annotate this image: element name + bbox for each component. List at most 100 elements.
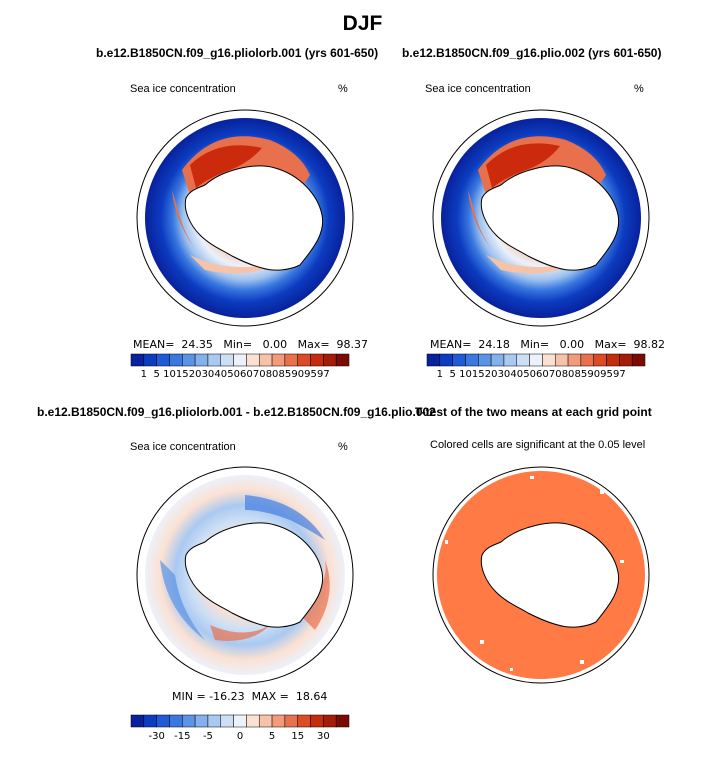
panel4-nonsig-cell bbox=[620, 560, 624, 563]
colorbar-tick-label: 1 bbox=[437, 369, 443, 380]
colorbar-swatch bbox=[593, 353, 607, 367]
colorbar-swatch bbox=[310, 714, 324, 728]
colorbar-tick-label: 40 bbox=[510, 369, 523, 380]
colorbar-swatch bbox=[182, 353, 196, 367]
panel3-negative-anomaly-west bbox=[160, 560, 205, 640]
colorbar-swatch bbox=[542, 353, 556, 367]
colorbar-swatch bbox=[439, 353, 453, 367]
colorbar-tick-label: 70 bbox=[253, 369, 266, 380]
colorbar-swatch bbox=[220, 714, 234, 728]
colorbar-tick-label: 20 bbox=[189, 369, 202, 380]
panel3-colorbar: -30 -15 -5 0 5 15 30 bbox=[130, 714, 350, 742]
colorbar-tick-label: 90 bbox=[291, 369, 304, 380]
colorbar-swatch bbox=[284, 353, 298, 367]
panel2-colorbar: 1 5 10 15 20 30 40 50 60 70 80 85 90 95 97 bbox=[426, 353, 646, 380]
panel3-antarctica-coast bbox=[184, 522, 324, 628]
colorbar-swatch bbox=[143, 353, 157, 367]
colorbar-tick-label: 50 bbox=[227, 369, 240, 380]
colorbar-swatch bbox=[182, 714, 196, 728]
colorbar-tick-label: 97 bbox=[613, 369, 626, 380]
colorbar-tick-label: 0 bbox=[237, 731, 243, 742]
colorbar-swatch bbox=[529, 353, 543, 367]
colorbar-swatch bbox=[207, 353, 222, 367]
colorbar-swatch bbox=[207, 714, 222, 728]
colorbar-swatch bbox=[194, 353, 209, 367]
colorbar-tick-label: -5 bbox=[203, 731, 213, 742]
panel4-subtitle: Colored cells are significant at the 0.0… bbox=[430, 439, 646, 451]
colorbar-swatch bbox=[554, 353, 569, 367]
panel1-map-border bbox=[136, 109, 354, 327]
colorbar-swatch bbox=[335, 714, 350, 728]
colorbar-swatch bbox=[258, 714, 273, 728]
panel4-title: T-test of the two means at each grid poi… bbox=[415, 405, 652, 419]
colorbar-swatch bbox=[478, 353, 492, 367]
panel4-nonsig-cell bbox=[480, 640, 484, 644]
colorbar-swatch bbox=[284, 714, 298, 728]
panel4-map bbox=[432, 466, 650, 684]
colorbar-swatch bbox=[465, 353, 479, 367]
colorbar-swatch bbox=[503, 353, 518, 367]
panel2-variable-label: Sea ice concentration bbox=[425, 83, 531, 95]
panel2-title: b.e12.B1850CN.f09_g16.plio.002 (yrs 601-… bbox=[402, 46, 662, 60]
colorbar-tick-label: 15 bbox=[472, 369, 485, 380]
colorbar-tick-label: 15 bbox=[291, 731, 304, 742]
colorbar-swatch bbox=[156, 714, 170, 728]
colorbar-tick-label: 30 bbox=[498, 369, 511, 380]
colorbar-tick-label: 80 bbox=[562, 369, 575, 380]
colorbar-tick-label: 85 bbox=[279, 369, 292, 380]
colorbar-swatch bbox=[143, 714, 157, 728]
panel3-variable-label: Sea ice concentration bbox=[130, 441, 236, 453]
colorbar-swatch bbox=[271, 353, 286, 367]
colorbar-tick-label: 95 bbox=[304, 369, 317, 380]
panel1-variable-label: Sea ice concentration bbox=[130, 83, 236, 95]
colorbar-swatch bbox=[426, 353, 441, 367]
panel4-antarctica-coast bbox=[480, 522, 620, 628]
colorbar-swatch bbox=[169, 353, 183, 367]
colorbar-tick-label: 70 bbox=[549, 369, 562, 380]
colorbar-tick-label: 40 bbox=[214, 369, 227, 380]
colorbar-tick-label: 10 bbox=[459, 369, 472, 380]
panel3-title: b.e12.B1850CN.f09_g16.pliolorb.001 - b.e… bbox=[37, 405, 436, 419]
colorbar-tick-label: 30 bbox=[317, 731, 330, 742]
colorbar-swatch bbox=[169, 714, 183, 728]
panel2-units-label: % bbox=[634, 83, 644, 95]
panel4-map-border bbox=[432, 466, 650, 684]
colorbar-swatch bbox=[233, 714, 247, 728]
colorbar-swatch bbox=[619, 353, 633, 367]
panel4-nonsig-cell bbox=[530, 476, 534, 479]
panel3-negative-anomaly-north bbox=[245, 495, 325, 540]
colorbar-swatch bbox=[452, 353, 466, 367]
colorbar-swatch bbox=[516, 353, 530, 367]
colorbar-swatch bbox=[233, 353, 247, 367]
colorbar-tick-label: 1 bbox=[141, 369, 147, 380]
colorbar-swatch bbox=[310, 353, 324, 367]
colorbar-swatch bbox=[567, 353, 582, 367]
colorbar-swatch bbox=[246, 353, 260, 367]
colorbar-tick-label: 60 bbox=[240, 369, 253, 380]
panel2-antarctica-coast bbox=[480, 165, 620, 271]
colorbar-tick-label: 95 bbox=[600, 369, 613, 380]
colorbar-swatch bbox=[490, 353, 505, 367]
figure-title: DJF bbox=[342, 12, 383, 35]
panel1-weddell-core bbox=[190, 145, 262, 188]
colorbar-tick-label: 50 bbox=[523, 369, 536, 380]
panel4-nonsig-cell bbox=[600, 490, 604, 494]
colorbar-tick-label: 5 bbox=[153, 369, 159, 380]
colorbar-swatch bbox=[194, 714, 209, 728]
colorbar-swatch bbox=[297, 714, 311, 728]
colorbar-swatch bbox=[130, 714, 145, 728]
panel2-map-border bbox=[432, 109, 650, 327]
colorbar-swatch bbox=[323, 353, 337, 367]
colorbar-swatch bbox=[156, 353, 170, 367]
colorbar-swatch bbox=[130, 353, 145, 367]
panel4-nonsig-cell bbox=[510, 668, 513, 671]
panel4-nonsig-cell bbox=[445, 540, 448, 544]
colorbar-swatch bbox=[335, 353, 350, 367]
colorbar-tick-label: -15 bbox=[174, 731, 190, 742]
colorbar-tick-label: 30 bbox=[202, 369, 215, 380]
panel2-stats: MEAN= 24.18 Min= 0.00 Max= 98.82 bbox=[430, 338, 666, 351]
panel1-antarctica-coast bbox=[184, 165, 324, 271]
colorbar-tick-label: 20 bbox=[485, 369, 498, 380]
colorbar-tick-label: 5 bbox=[449, 369, 455, 380]
panel1-map bbox=[136, 109, 354, 327]
